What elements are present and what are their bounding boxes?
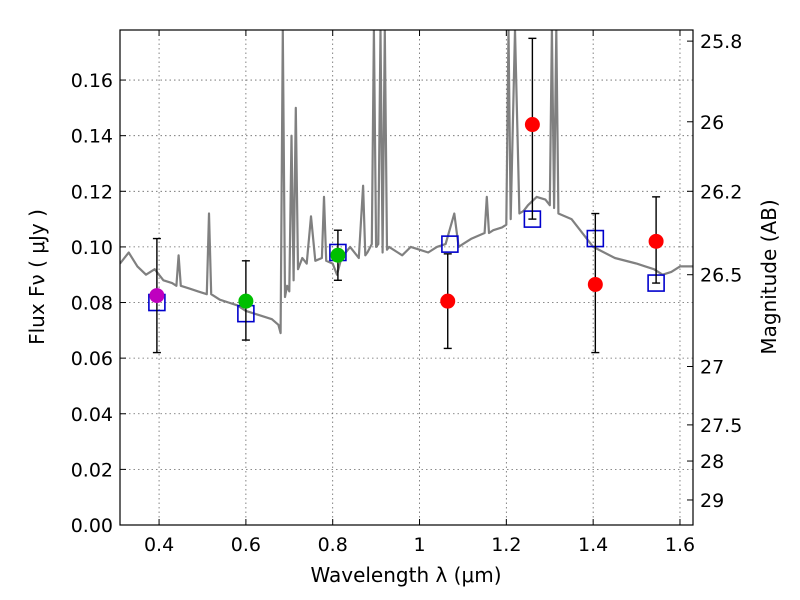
observed-point xyxy=(238,293,254,309)
spectrum-line xyxy=(120,30,693,335)
y-tick-label: 0.12 xyxy=(71,181,113,203)
y2-tick-label: 26.2 xyxy=(700,181,742,203)
y2-axis-label: Magnitude (AB) xyxy=(757,199,781,354)
y2-tick-label: 25.8 xyxy=(700,31,742,53)
y-tick-label: 0.06 xyxy=(71,348,113,370)
observed-point xyxy=(524,117,540,133)
y-tick-label: 0.10 xyxy=(71,237,113,259)
y2-tick-label: 26 xyxy=(700,112,724,134)
y-tick-label: 0.04 xyxy=(71,404,113,426)
axis-ticks: 0.4 0.6 0.8 1 1.2 1.4 1.6 0.00 0.02 0.04 0.06 0.08 0… xyxy=(71,30,742,556)
plot-area xyxy=(120,30,693,335)
markers xyxy=(148,37,665,354)
plot-frame xyxy=(119,29,694,526)
x-tick-label: 0.8 xyxy=(318,534,348,556)
x-axis-label: Wavelength λ (μm) xyxy=(310,563,501,587)
y-axis-label: Flux Fν ( μJy ) xyxy=(25,209,49,345)
observed-point xyxy=(648,233,664,249)
observed-point xyxy=(149,288,165,304)
x-tick-label: 1.6 xyxy=(665,534,695,556)
y2-tick-label: 28 xyxy=(700,451,724,473)
y-tick-label: 0.02 xyxy=(71,459,113,481)
y-tick-label: 0.08 xyxy=(71,293,113,315)
model-photometry-square xyxy=(441,235,459,253)
observed-point xyxy=(440,293,456,309)
x-tick-label: 0.6 xyxy=(231,534,261,556)
y-tick-label: 0.00 xyxy=(71,515,113,537)
grid xyxy=(120,30,693,525)
y-tick-label: 0.14 xyxy=(71,126,113,148)
x-tick-label: 1.4 xyxy=(578,534,608,556)
x-tick-label: 1.2 xyxy=(491,534,521,556)
observed-point xyxy=(587,276,603,292)
x-tick-label: 1 xyxy=(413,534,425,556)
y-tick-label: 0.16 xyxy=(71,70,113,92)
y2-tick-label: 27.5 xyxy=(700,415,742,437)
observed-point xyxy=(330,247,346,263)
y2-tick-label: 27 xyxy=(700,356,724,378)
x-tick-label: 0.4 xyxy=(144,534,174,556)
y2-tick-label: 26.5 xyxy=(700,265,742,287)
y2-tick-label: 29 xyxy=(700,490,724,512)
